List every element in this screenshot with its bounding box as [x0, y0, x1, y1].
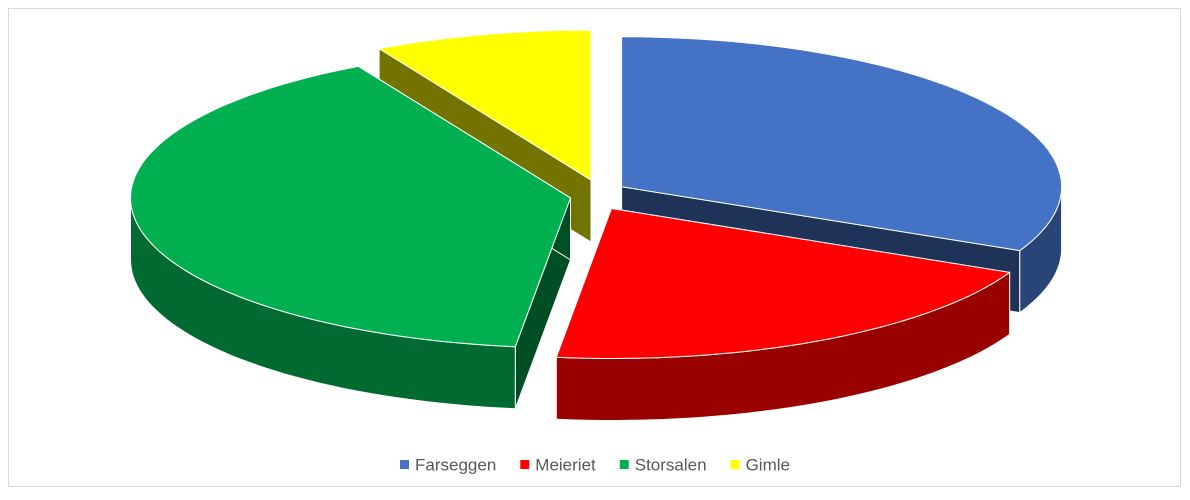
slice	[129, 65, 572, 410]
slice-top	[621, 36, 1063, 252]
legend-swatch	[730, 460, 740, 469]
legend-swatch	[400, 460, 410, 469]
legend-label: Gimle	[746, 455, 790, 474]
slice	[555, 207, 1011, 421]
legend-swatch	[520, 460, 530, 469]
legend-label: Meieriet	[535, 455, 596, 474]
slice-top	[129, 65, 572, 348]
pie	[129, 29, 1063, 421]
legend-label: Farseggen	[415, 455, 496, 474]
legend-label: Storsalen	[635, 455, 707, 474]
slice-top	[377, 29, 592, 181]
slice-top	[555, 207, 1011, 359]
legend: Farseggen Meieriet Storsalen Gimle	[400, 455, 790, 474]
legend-swatch	[619, 460, 629, 469]
